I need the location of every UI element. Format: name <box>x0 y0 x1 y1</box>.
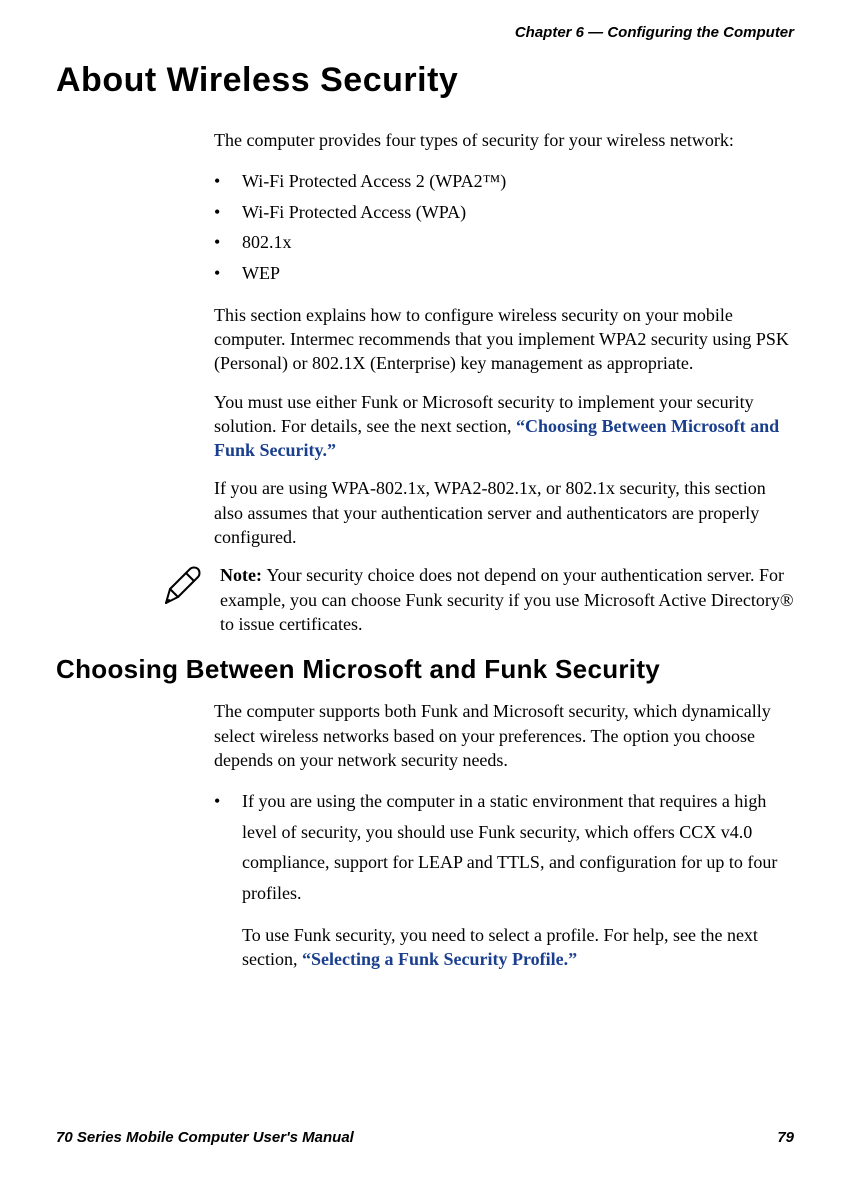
body-paragraph: This section explains how to configure w… <box>214 303 794 376</box>
note-label: Note: <box>220 565 266 585</box>
pencil-icon <box>156 565 204 618</box>
list-item: 802.1x <box>214 227 794 258</box>
section-content: The computer supports both Funk and Micr… <box>214 699 794 971</box>
security-types-list: Wi-Fi Protected Access 2 (WPA2™) Wi-Fi P… <box>214 166 794 288</box>
footer-manual-title: 70 Series Mobile Computer User's Manual <box>56 1129 354 1146</box>
chapter-header: Chapter 6 — Configuring the Computer <box>56 24 794 41</box>
list-item: If you are using the computer in a stati… <box>214 786 794 971</box>
list-item-text: If you are using the computer in a stati… <box>242 791 777 903</box>
body-paragraph: If you are using WPA-802.1x, WPA2-802.1x… <box>214 476 794 549</box>
list-item-followup: To use Funk security, you need to select… <box>242 923 794 972</box>
list-item: WEP <box>214 258 794 289</box>
page-title: About Wireless Security <box>56 61 794 100</box>
section-bullet-list: If you are using the computer in a stati… <box>214 786 794 971</box>
section-heading: Choosing Between Microsoft and Funk Secu… <box>56 654 794 685</box>
list-item: Wi-Fi Protected Access (WPA) <box>214 197 794 228</box>
cross-reference-link[interactable]: “Selecting a Funk Security Profile.” <box>302 949 577 969</box>
body-paragraph: You must use either Funk or Microsoft se… <box>214 390 794 463</box>
body-paragraph: The computer supports both Funk and Micr… <box>214 699 794 772</box>
note-text: Note: Your security choice does not depe… <box>220 563 794 636</box>
footer-page-number: 79 <box>777 1129 794 1146</box>
note-body: Your security choice does not depend on … <box>220 565 794 634</box>
main-content: The computer provides four types of secu… <box>214 128 794 549</box>
intro-paragraph: The computer provides four types of secu… <box>214 128 794 152</box>
note-block: Note: Your security choice does not depe… <box>156 563 794 636</box>
list-item: Wi-Fi Protected Access 2 (WPA2™) <box>214 166 794 197</box>
page-footer: 70 Series Mobile Computer User's Manual … <box>56 1129 794 1146</box>
